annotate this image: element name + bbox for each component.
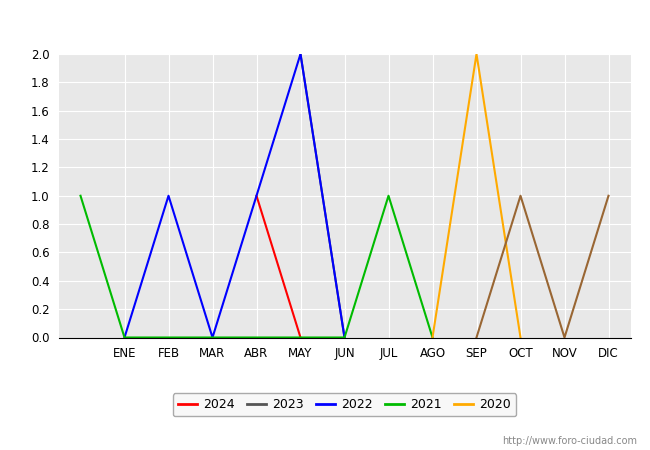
Legend: 2024, 2023, 2022, 2021, 2020: 2024, 2023, 2022, 2021, 2020 [173, 393, 516, 416]
Text: http://www.foro-ciudad.com: http://www.foro-ciudad.com [502, 436, 637, 446]
Text: Matriculaciones de Vehiculos en Biel: Matriculaciones de Vehiculos en Biel [174, 14, 476, 32]
